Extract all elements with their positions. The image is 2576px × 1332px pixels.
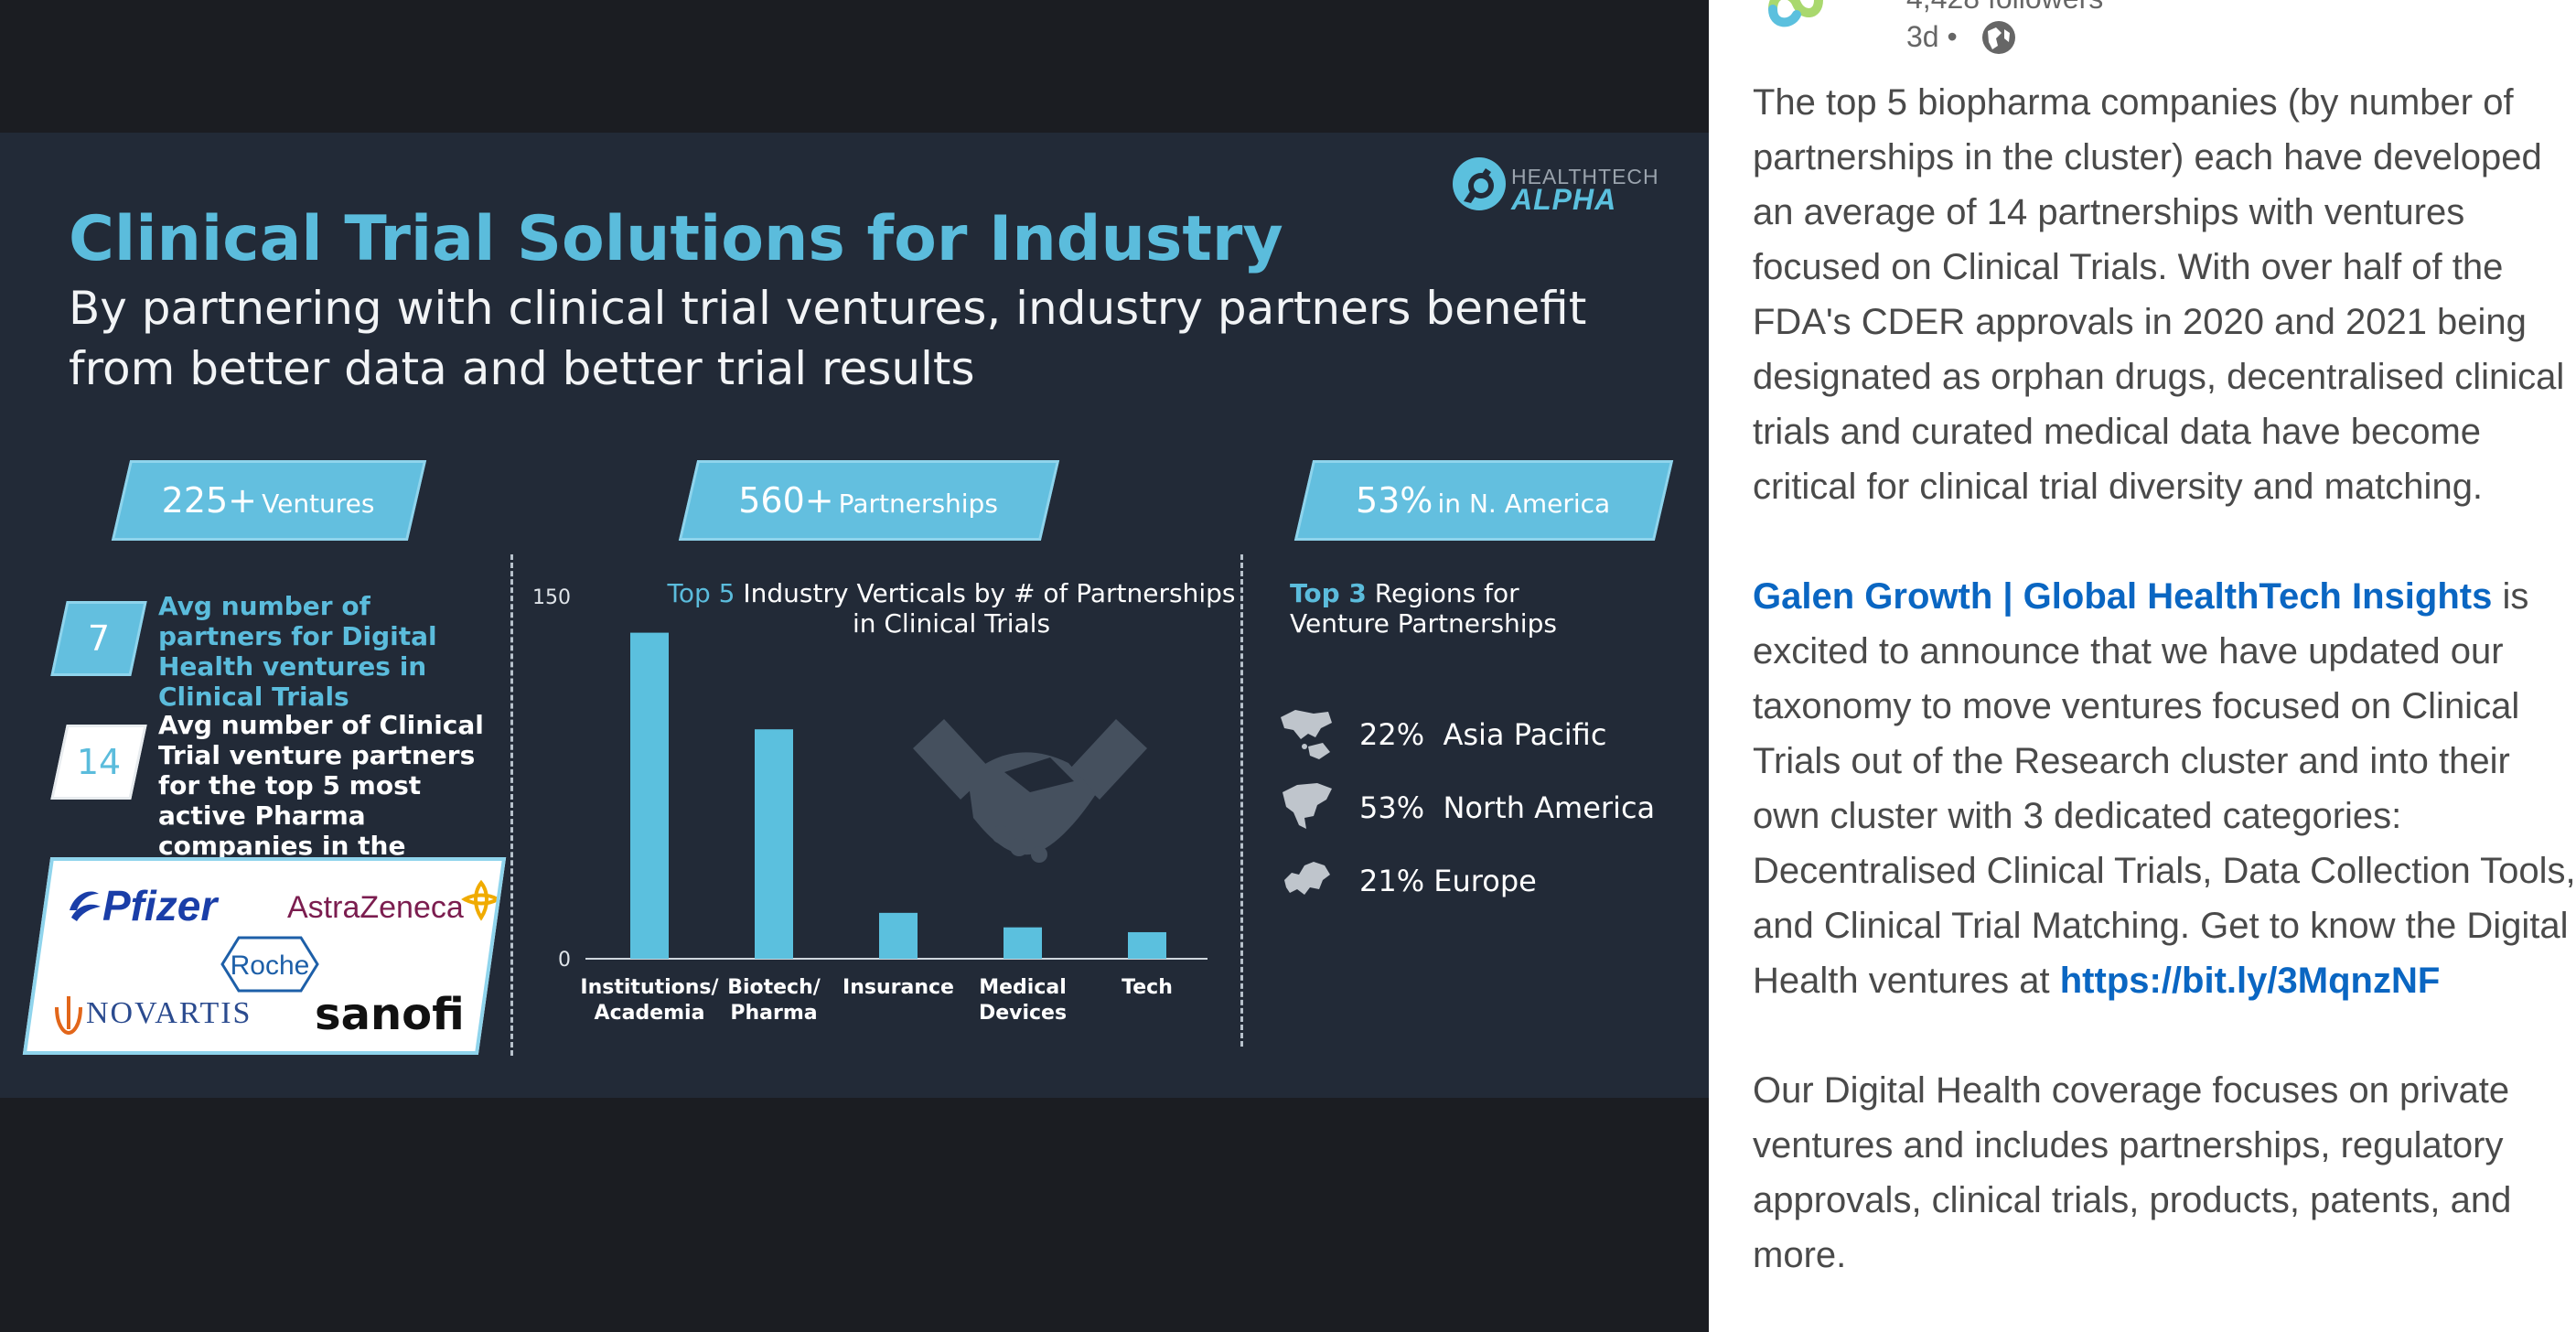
region-north-america-name: North America (1443, 790, 1656, 825)
post-panel: 4,428 followers 3d • The top 5 biopharma… (1709, 0, 2576, 1332)
avg-partners-number: 7 (87, 618, 111, 659)
region-europe-pct: 21% (1359, 864, 1425, 898)
region-europe-label: 21% Europe (1359, 864, 1537, 898)
post-paragraph-1: The top 5 biopharma companies (by number… (1753, 82, 2565, 507)
na-stat-value: 53% (1355, 480, 1433, 521)
slide-subtitle: By partnering with clinical trial ventur… (69, 282, 1587, 395)
regions-title: Top 3 Regions for Venture Partnerships (1290, 578, 1557, 639)
company-mention-link[interactable]: Galen Growth | Global HealthTech Insight… (1753, 576, 2493, 617)
asia-pacific-map-icon (1281, 710, 1332, 759)
chart-bar (1128, 931, 1166, 959)
chart-title: Top 5 Industry Verticals by # of Partner… (659, 578, 1244, 639)
ventures-stat-value: 225+ (161, 480, 258, 521)
partnerships-stat-tag: 560+ Partnerships (678, 460, 1060, 541)
chart-category-label: Pharma (730, 1002, 817, 1025)
region-europe-name: Europe (1433, 864, 1537, 898)
handshake-icon (913, 719, 1147, 863)
chart-category-label: Medical (979, 976, 1067, 999)
avg-partners-description: Avg number of partners for Digital Healt… (158, 591, 437, 712)
astrazeneca-logo: AstraZeneca (287, 890, 464, 925)
novartis-logo: NOVARTIS (86, 996, 252, 1030)
ventures-stat-label: Ventures (262, 489, 375, 519)
novartis-logo-icon (55, 996, 82, 1035)
post-paragraph-3: Our Digital Health coverage focuses on p… (1753, 1070, 2512, 1275)
north-america-stat-tag: 53% in N. America (1293, 460, 1674, 541)
chart-y-tick-label: 150 (532, 586, 571, 609)
chart-category-label: Institutions/ (580, 976, 719, 999)
verticals-bar-chart: 150 0 Institutions/Academia Biotech/Pharma I… (532, 586, 1208, 1025)
region-north-america-label: 53% North America (1359, 790, 1655, 825)
partnerships-stat-label: Partnerships (838, 489, 998, 519)
chart-title-text: Industry Verticals by # of Partnerships … (735, 578, 1236, 639)
slide-title: Clinical Trial Solutions for Industry (69, 203, 1283, 275)
follower-count: 4,428 followers (1906, 0, 2103, 16)
north-america-map-icon (1283, 783, 1332, 829)
astrazeneca-logo-icon (461, 879, 501, 921)
roche-logo: Roche (220, 936, 319, 993)
europe-map-icon (1284, 862, 1330, 895)
avg-partners-number-box: 7 (50, 601, 147, 676)
chart-category-label: Devices (979, 1002, 1067, 1025)
sanofi-logo: sanofi (315, 989, 465, 1040)
pharma-logos-panel: Pfizer AstraZeneca Roche NOVARTIS sanofi (22, 857, 507, 1055)
avg-pharma-partners-description: Avg number of Clinical Trial venture par… (158, 710, 484, 891)
chart-category-label: Biotech/ (727, 976, 821, 999)
pfizer-logo-icon (70, 891, 101, 921)
chart-bar (630, 632, 669, 959)
chart-title-highlight: Top 5 (667, 578, 735, 608)
chart-category-label: Academia (595, 1002, 705, 1025)
regions-title-highlight: Top 3 (1290, 578, 1367, 608)
region-north-america-pct: 53% (1359, 790, 1425, 825)
chart-y-tick-label: 0 (558, 949, 571, 972)
company-avatar[interactable] (1764, 0, 1828, 37)
chart-bar (879, 912, 918, 959)
avg-pharma-partners-number-box: 14 (50, 725, 147, 800)
healthtech-alpha-logo: HEALTHTECH ALPHA (1451, 156, 1689, 216)
region-asia-pacific-pct: 22% (1359, 717, 1425, 752)
healthtech-alpha-logo-icon (1453, 157, 1506, 210)
divider-left (510, 554, 513, 1056)
ventures-stat-tag: 225+ Ventures (111, 460, 427, 541)
divider-right (1240, 554, 1243, 1047)
post-paragraph-2: Galen Growth | Global HealthTech Insight… (1753, 569, 2576, 1008)
chart-category-label: Tech (1122, 976, 1173, 999)
chart-category-label: Insurance (843, 976, 954, 999)
region-asia-pacific-name: Asia Pacific (1443, 717, 1607, 752)
post-timestamp: 3d • (1906, 20, 1958, 53)
logo-text-bottom: ALPHA (1511, 183, 1617, 216)
logo-text-top: HEALTHTECH (1511, 165, 1659, 188)
na-stat-label: in N. America (1437, 489, 1611, 519)
roche-logo-text: Roche (231, 951, 310, 981)
pfizer-logo: Pfizer (102, 882, 218, 929)
regions-title-rest: Regions for (1366, 578, 1519, 608)
chart-bar (755, 729, 793, 959)
ventures-url-link[interactable]: https://bit.ly/3MqnzNF (2059, 961, 2441, 1001)
avg-pharma-partners-number: 14 (76, 742, 122, 782)
partnerships-stat-value: 560+ (738, 480, 834, 521)
globe-icon (1982, 21, 2015, 54)
image-viewer[interactable]: HEALTHTECH ALPHA Clinical Trial Solution… (0, 0, 1709, 1332)
region-asia-pacific-label: 22% Asia Pacific (1359, 717, 1606, 752)
regions-title-line2: Venture Partnerships (1290, 608, 1557, 639)
chart-bar (1004, 927, 1042, 959)
post-paragraph-2-text: is excited to announce that we have upda… (1753, 576, 2576, 1001)
post-body: The top 5 biopharma companies (by number… (1753, 75, 2576, 1283)
